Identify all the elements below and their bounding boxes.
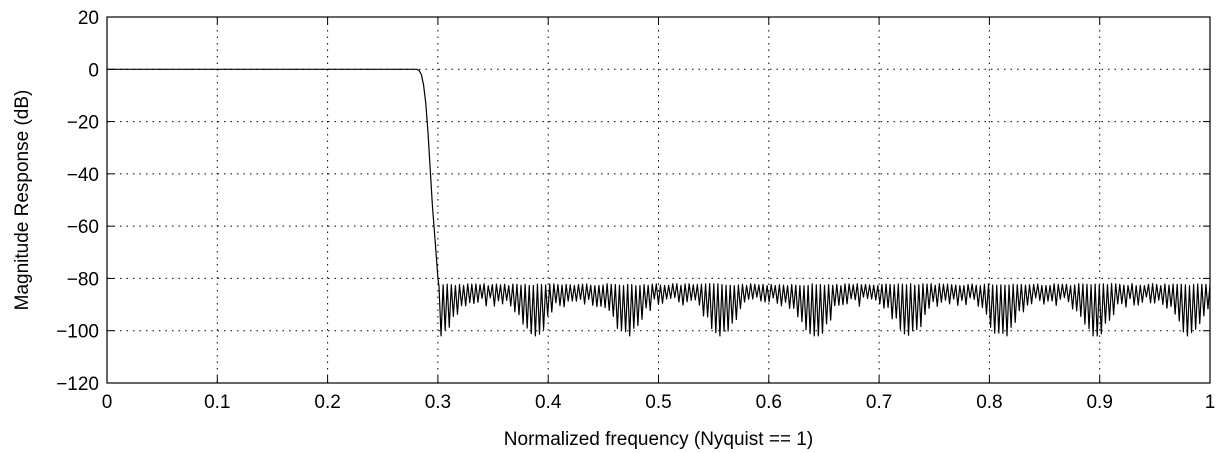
y-axis-title: Magnitude Response (dB) [12,90,33,311]
x-tick-labels: 0 0.1 0.2 0.3 0.4 0.5 0.6 0.7 0.8 0.9 1 [102,392,1216,413]
y-tick-label: 0 [88,60,99,81]
grid-lines [107,17,1210,383]
y-tick-label: −100 [56,322,99,343]
y-tick-label: −20 [67,113,99,134]
y-tick-labels: 20 0 −20 −40 −60 −80 −100 −120 [56,8,99,395]
x-tick-label: 0.1 [204,392,230,413]
x-tick-label: 0.2 [314,392,340,413]
x-tick-label: 1 [1205,392,1216,413]
y-tick-label: −80 [67,269,99,290]
x-tick-label: 0.4 [535,392,562,413]
y-tick-label: 20 [78,8,99,29]
x-tick-label: 0.8 [976,392,1002,413]
x-tick-label: 0.7 [866,392,892,413]
tick-marks [106,16,1211,384]
y-tick-label: −120 [56,374,99,395]
x-axis-title: Normalized frequency (Nyquist == 1) [504,429,813,450]
x-tick-label: 0.9 [1086,392,1112,413]
x-tick-label: 0.6 [756,392,782,413]
x-tick-label: 0.3 [425,392,451,413]
series-line-magnitude-response [107,68,1211,337]
x-tick-label: 0.5 [645,392,671,413]
y-tick-label: −60 [67,217,99,238]
y-tick-label: −40 [67,165,99,186]
x-tick-label: 0 [102,392,113,413]
